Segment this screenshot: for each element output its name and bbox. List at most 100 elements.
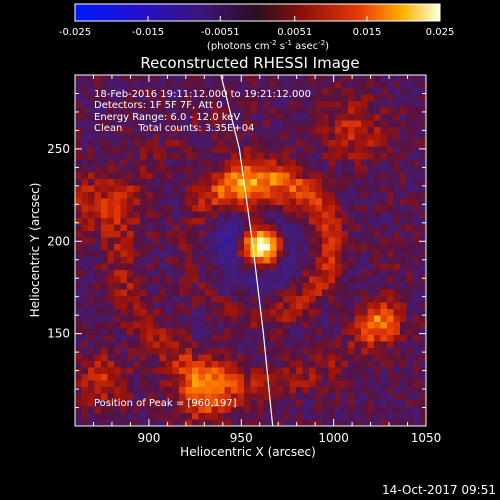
heatmap-cell (224, 374, 232, 381)
heatmap-cell (315, 387, 323, 394)
heatmap-cell (400, 380, 407, 388)
heatmap-cell (380, 146, 388, 154)
heatmap-cell (309, 315, 316, 323)
heatmap-cell (289, 146, 297, 154)
heatmap-cell (270, 419, 277, 426)
heatmap-cell (315, 302, 323, 310)
heatmap-cell (224, 120, 232, 128)
heatmap-cell (244, 387, 251, 394)
heatmap-cell (198, 244, 206, 251)
heatmap-cell (250, 374, 258, 381)
heatmap-cell (354, 257, 362, 264)
heatmap-cell (270, 94, 277, 102)
heatmap-cell (283, 413, 290, 420)
heatmap-cell (88, 257, 95, 264)
heatmap-cell (289, 140, 297, 147)
heatmap-cell (185, 153, 193, 160)
heatmap-cell (374, 374, 381, 381)
heatmap-cell (348, 361, 355, 368)
heatmap-cell (341, 107, 349, 115)
heatmap-cell (374, 419, 381, 426)
heatmap-cell (315, 341, 323, 349)
heatmap-cell (159, 133, 167, 141)
heatmap-cell (244, 94, 251, 102)
heatmap-cell (276, 166, 284, 173)
heatmap-cell (354, 88, 362, 95)
heatmap-cell (153, 270, 160, 277)
heatmap-cell (146, 101, 154, 108)
heatmap-cell (400, 224, 407, 232)
heatmap-cell (231, 146, 238, 154)
heatmap-cell (393, 237, 401, 245)
heatmap-cell (419, 159, 426, 167)
heatmap-cell (283, 205, 290, 212)
heatmap-cell (218, 348, 225, 355)
heatmap-cell (133, 380, 141, 388)
heatmap-cell (393, 250, 401, 258)
heatmap-cell (224, 387, 232, 394)
heatmap-cell (257, 367, 264, 375)
heatmap-cell (367, 231, 375, 238)
heatmap-cell (348, 400, 355, 407)
heatmap-cell (322, 198, 329, 206)
heatmap-cell (374, 107, 381, 115)
heatmap-cell (166, 322, 173, 329)
heatmap-cell (283, 114, 290, 121)
heatmap-cell (406, 146, 414, 154)
heatmap-cell (94, 244, 102, 251)
heatmap-cell (107, 159, 115, 167)
heatmap-cell (276, 185, 284, 193)
heatmap-cell (341, 419, 349, 426)
heatmap-cell (211, 101, 219, 108)
heatmap-cell (75, 140, 82, 147)
heatmap-cell (335, 322, 342, 329)
heatmap-cell (302, 107, 310, 115)
heatmap-cell (81, 335, 89, 342)
heatmap-cell (166, 159, 173, 167)
heatmap-cell (283, 224, 290, 232)
heatmap-cell (218, 387, 225, 394)
heatmap-cell (348, 140, 355, 147)
heatmap-cell (419, 250, 426, 258)
heatmap-cell (81, 172, 89, 180)
heatmap-cell (198, 263, 206, 271)
heatmap-cell (289, 413, 297, 420)
heatmap-cell (276, 120, 284, 128)
heatmap-cell (257, 374, 264, 381)
heatmap-cell (419, 348, 426, 355)
heatmap-cell (354, 380, 362, 388)
heatmap-cell (289, 211, 297, 219)
heatmap-cell (315, 250, 323, 258)
heatmap-cell (205, 107, 212, 115)
heatmap-cell (393, 140, 401, 147)
heatmap-cell (166, 263, 173, 271)
heatmap-cell (88, 374, 95, 381)
heatmap-cell (153, 94, 160, 102)
heatmap-cell (120, 419, 128, 426)
heatmap-cell (172, 270, 180, 277)
heatmap-cell (231, 335, 238, 342)
heatmap-cell (296, 198, 303, 206)
heatmap-cell (101, 250, 108, 258)
heatmap-cell (406, 374, 414, 381)
heatmap-cell (309, 302, 316, 310)
heatmap-cell (419, 94, 426, 102)
heatmap-cell (400, 185, 407, 193)
heatmap-cell (211, 166, 219, 173)
heatmap-cells (75, 75, 426, 426)
heatmap-cell (309, 153, 316, 160)
heatmap-cell (406, 224, 414, 232)
heatmap-cell (127, 88, 134, 95)
heatmap-cell (231, 283, 238, 290)
heatmap-cell (185, 107, 193, 115)
heatmap-cell (127, 263, 134, 271)
heatmap-cell (205, 283, 212, 290)
heatmap-cell (231, 120, 238, 128)
heatmap-cell (192, 211, 199, 219)
heatmap-cell (283, 101, 290, 108)
heatmap-cell (406, 244, 414, 251)
heatmap-cell (367, 185, 375, 193)
heatmap-cell (328, 75, 336, 82)
heatmap-cell (354, 198, 362, 206)
heatmap-cell (406, 211, 414, 219)
